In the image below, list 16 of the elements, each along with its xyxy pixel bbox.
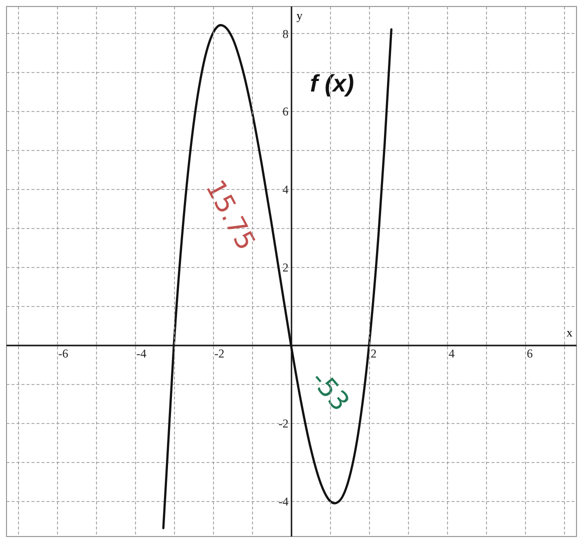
x-tick-label: -4 bbox=[136, 346, 146, 361]
x-tick-label: 2 bbox=[370, 346, 377, 361]
y-tick-label: -4 bbox=[278, 494, 288, 508]
y-tick-label: 8 bbox=[282, 26, 288, 41]
x-tick-label: -2 bbox=[214, 346, 224, 361]
y-tick-label: 2 bbox=[282, 260, 288, 275]
y-axis-title: y bbox=[296, 8, 302, 22]
annotation: -53 bbox=[304, 365, 355, 418]
annotation: f (x) bbox=[310, 70, 354, 98]
y-tick-label: 4 bbox=[282, 182, 288, 197]
y-tick-label: -2 bbox=[278, 416, 288, 430]
x-tick-label: 6 bbox=[526, 346, 533, 361]
y-tick-label: 6 bbox=[282, 104, 288, 119]
x-tick-label: 4 bbox=[448, 346, 455, 361]
x-tick-label: -6 bbox=[58, 346, 68, 361]
x-axis-title: x bbox=[566, 326, 572, 340]
